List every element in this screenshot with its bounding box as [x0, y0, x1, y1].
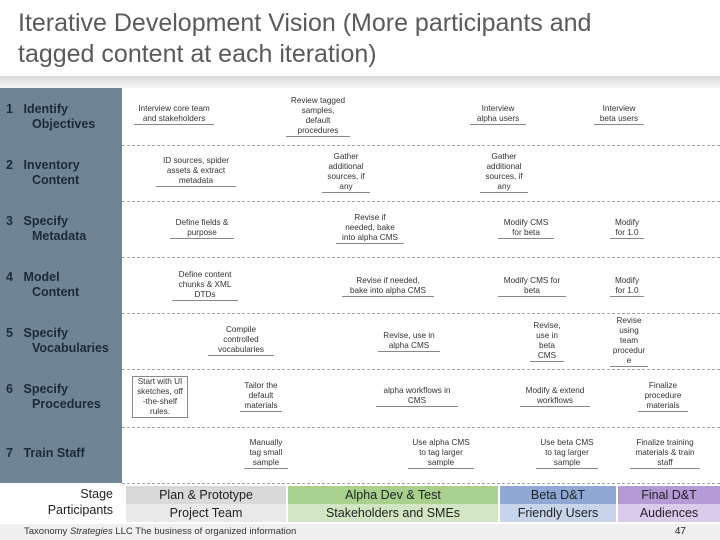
task-modify-1-0: Modify for 1.0: [610, 218, 644, 239]
stage-beta: Beta D&T: [500, 486, 616, 504]
task-revise-team-procedure: Revise using team procedur e: [610, 316, 648, 367]
row-label-1: 1 Identify Objectives: [6, 102, 96, 131]
task-modify-cms-for-beta: Modify CMS for beta: [498, 276, 566, 297]
task-define-content-chunks: Define content chunks & XML DTDs: [172, 270, 238, 301]
row-band-5: [122, 314, 720, 370]
task-manually-tag: Manually tag small sample: [244, 438, 288, 469]
task-revise-use-beta: Revise, use in beta CMS: [530, 321, 564, 362]
stage-alpha-dev-test: Alpha Dev & Test: [288, 486, 498, 504]
task-revise-bake-alpha-cms: Revise if needed, bake into alpha CMS: [342, 276, 434, 297]
legend-participants-label: Participants: [47, 503, 113, 517]
task-interview-alpha-users: Interview alpha users: [470, 104, 526, 125]
participants-audiences: Audiences: [618, 504, 720, 522]
row-band-6: [122, 370, 720, 428]
task-modify-for-1-0: Modify for 1.0: [610, 276, 644, 297]
title-rule: [0, 76, 720, 88]
participants-friendly-users: Friendly Users: [500, 504, 616, 522]
page-number: 47: [674, 526, 686, 537]
row-label-6: 6 Specify Procedures: [6, 382, 101, 411]
task-gather-sources-alpha: Gather additional sources, if any: [322, 152, 370, 193]
task-finalize-training: Finalize training materials & train staf…: [630, 438, 700, 469]
row-label-4: 4 Model Content: [6, 270, 80, 299]
row-band-2: [122, 146, 720, 202]
row-band-1: [122, 88, 720, 146]
participants-stakeholders: Stakeholders and SMEs: [288, 504, 498, 522]
task-define-fields: Define fields & purpose: [170, 218, 234, 239]
participants-project-team: Project Team: [126, 504, 286, 522]
task-id-sources: ID sources, spider assets & extract meta…: [156, 156, 236, 187]
stage-final: Final D&T: [618, 486, 720, 504]
task-revise-use-alpha: Revise, use in alpha CMS: [378, 331, 440, 352]
task-gather-sources-beta: Gather additional sources, if any: [480, 152, 528, 193]
row-label-2: 2 Inventory Content: [6, 158, 80, 187]
row-band-7: [122, 428, 720, 484]
task-interview-beta-users: Interview beta users: [594, 104, 644, 125]
row-label-5: 5 Specify Vocabularies: [6, 326, 109, 355]
task-revise-bake-alpha: Revise if needed, bake into alpha CMS: [336, 213, 404, 244]
task-interview-core-team: Interview core team and stakeholders: [134, 104, 214, 125]
stage-plan-prototype: Plan & Prototype: [126, 486, 286, 504]
row-band-3: [122, 202, 720, 258]
task-modify-cms-beta: Modify CMS for beta: [498, 218, 554, 239]
legend-stage-label: Stage: [80, 487, 113, 501]
task-compile-vocabularies: Compile controlled vocabularies: [208, 325, 274, 356]
task-review-tagged-samples: Review tagged samples, default procedure…: [286, 96, 350, 137]
footer: Taxonomy Strategies LLC The business of …: [0, 524, 720, 540]
row-band-4: [122, 258, 720, 314]
task-modify-extend-workflows: Modify & extend workflows: [520, 386, 590, 407]
task-tailor-default-materials: Tailor the default materials: [240, 381, 282, 412]
row-label-3: 3 Specify Metadata: [6, 214, 87, 243]
page-title: Iterative Development Vision (More parti…: [18, 9, 592, 68]
task-use-beta-cms: Use beta CMS to tag larger sample: [536, 438, 598, 469]
row-label-7: 7 Train Staff: [6, 446, 85, 460]
task-use-alpha-cms: Use alpha CMS to tag larger sample: [408, 438, 474, 469]
task-start-ui-sketches: Start with UI sketches, off -the-shelf r…: [132, 376, 188, 418]
task-alpha-workflows: alpha workflows in CMS: [376, 386, 458, 407]
task-finalize-procedure: Finalize procedure materials: [638, 381, 688, 412]
step-panel: [0, 88, 122, 483]
